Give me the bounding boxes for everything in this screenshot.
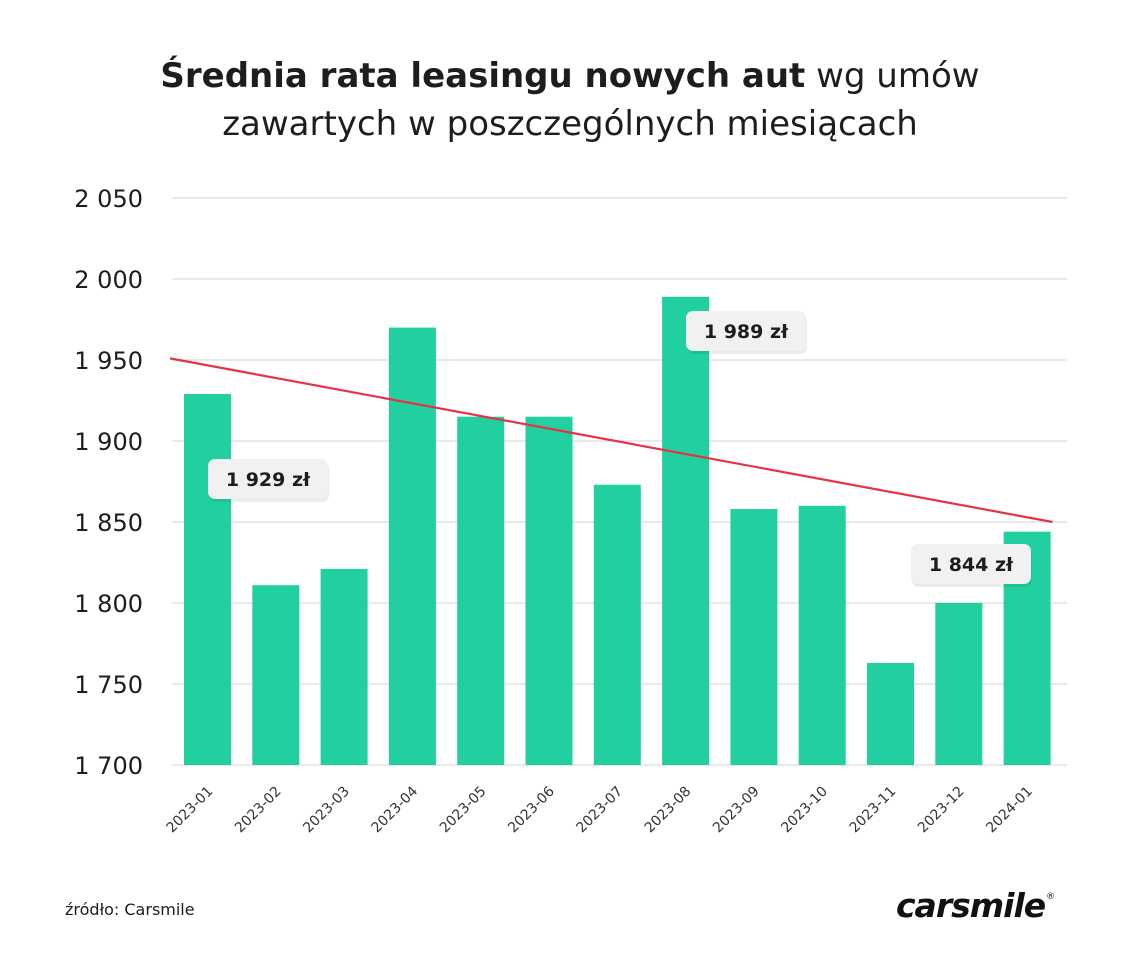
x-axis-categories: 2023-01 2023-02 2023-03 2023-04 2023-05 2023-… <box>164 783 1036 836</box>
x-tick-label-2023-07: 2023-07 <box>573 784 626 837</box>
callout-label: 1 929 zł <box>226 469 311 491</box>
x-tick-label-2023-03: 2023-03 <box>300 784 353 837</box>
x-tick-label-2023-06: 2023-06 <box>505 783 558 836</box>
callout-2024-01: 1 844 zł <box>911 544 1032 587</box>
chart-title-rest: wg umów <box>805 56 980 96</box>
trend-layer <box>169 357 1053 524</box>
bar-2023-07 <box>593 484 641 765</box>
callout-2023-01: 1 929 zł <box>208 459 329 502</box>
x-tick-label-2023-11: 2023-11 <box>847 784 900 837</box>
chart-title-line2: zawartych w poszczególnych miesiącach <box>222 104 918 144</box>
bar-2023-01 <box>184 394 231 765</box>
bar-2023-03 <box>320 568 368 765</box>
x-tick-label-2023-04: 2023-04 <box>369 783 422 836</box>
bar-2023-06 <box>525 416 573 765</box>
bars <box>184 296 1051 765</box>
trend-line <box>169 357 1053 524</box>
y-tick-label-1950: 1 950 <box>74 347 143 375</box>
y-tick-label-2000: 2 000 <box>74 266 143 294</box>
x-tick-label-2023-09: 2023-09 <box>710 784 763 837</box>
callout-box <box>911 544 1031 584</box>
x-tick-label-2023-02: 2023-02 <box>232 784 285 837</box>
source-note: źródło: Carsmile <box>65 900 195 919</box>
bar-2023-04 <box>388 327 436 765</box>
bar-2023-12 <box>935 603 983 765</box>
y-axis-ticks: 1 700 1 750 1 800 1 850 1 900 1 950 2 000 2 050 <box>74 185 143 780</box>
bar-2023-08 <box>662 296 710 765</box>
y-tick-label-1700: 1 700 <box>74 752 143 780</box>
callout-box <box>208 459 328 499</box>
y-tick-label-2050: 2 050 <box>74 185 143 213</box>
bar-2023-09 <box>730 509 778 765</box>
x-tick-label-2023-12: 2023-12 <box>915 784 968 837</box>
y-tick-label-1800: 1 800 <box>74 590 143 618</box>
bar-2023-11 <box>867 662 914 765</box>
bar-2023-10 <box>798 505 846 765</box>
callout-label: 1 844 zł <box>929 554 1014 576</box>
x-tick-label-2024-01: 2024-01 <box>983 784 1036 837</box>
chart-title-bold: Średnia rata leasingu nowych aut <box>160 56 806 96</box>
x-tick-label-2023-10: 2023-10 <box>778 784 831 837</box>
bar-2023-02 <box>252 585 300 765</box>
carsmile-logo-text: carsmile <box>896 886 1046 925</box>
bar-2023-05 <box>457 416 505 765</box>
y-tick-label-1850: 1 850 <box>74 509 143 537</box>
x-tick-label-2023-01: 2023-01 <box>164 784 217 837</box>
registered-mark: ® <box>1046 892 1055 902</box>
callout-2023-08: 1 989 zł <box>686 311 807 354</box>
chart-title: Średnia rata leasingu nowych aut wg umów… <box>0 52 1140 148</box>
x-tick-label-2023-08: 2023-08 <box>642 784 695 837</box>
callout-label: 1 989 zł <box>704 321 789 343</box>
callouts: 1 929 zł 1 989 zł 1 844 zł <box>208 311 1032 587</box>
x-tick-label-2023-05: 2023-05 <box>437 784 490 837</box>
bar-chart: 1 700 1 750 1 800 1 850 1 900 1 950 2 000 2 050… <box>74 185 1067 836</box>
callout-box <box>686 311 806 351</box>
y-tick-label-1750: 1 750 <box>74 671 143 699</box>
carsmile-logo: carsmile® <box>896 886 1055 925</box>
y-tick-label-1900: 1 900 <box>74 428 143 456</box>
